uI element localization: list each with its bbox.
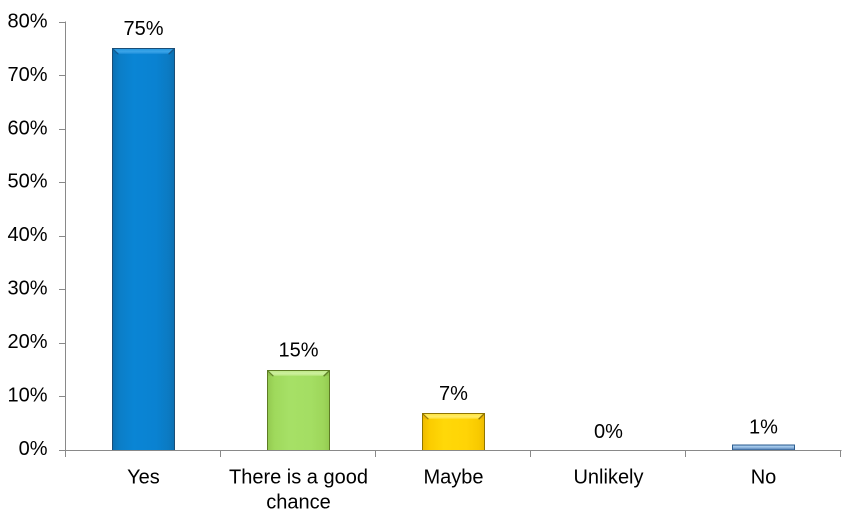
svg-text:Unlikely: Unlikely bbox=[573, 467, 643, 489]
svg-text:20%: 20% bbox=[7, 331, 47, 353]
svg-text:50%: 50% bbox=[7, 171, 47, 193]
svg-text:75%: 75% bbox=[123, 18, 163, 40]
svg-text:chance: chance bbox=[266, 492, 331, 514]
svg-text:10%: 10% bbox=[7, 385, 47, 407]
svg-text:0%: 0% bbox=[19, 438, 48, 460]
svg-text:1%: 1% bbox=[749, 417, 778, 439]
svg-text:There is a good: There is a good bbox=[229, 467, 368, 489]
svg-text:30%: 30% bbox=[7, 278, 47, 300]
svg-text:70%: 70% bbox=[7, 64, 47, 86]
svg-text:Yes: Yes bbox=[127, 467, 160, 489]
svg-text:7%: 7% bbox=[439, 383, 468, 405]
svg-text:No: No bbox=[751, 467, 777, 489]
svg-text:0%: 0% bbox=[594, 421, 623, 443]
svg-text:Maybe: Maybe bbox=[423, 467, 483, 489]
svg-text:40%: 40% bbox=[7, 224, 47, 246]
svg-text:80%: 80% bbox=[7, 11, 47, 33]
svg-text:60%: 60% bbox=[7, 118, 47, 140]
svg-text:15%: 15% bbox=[278, 340, 318, 362]
